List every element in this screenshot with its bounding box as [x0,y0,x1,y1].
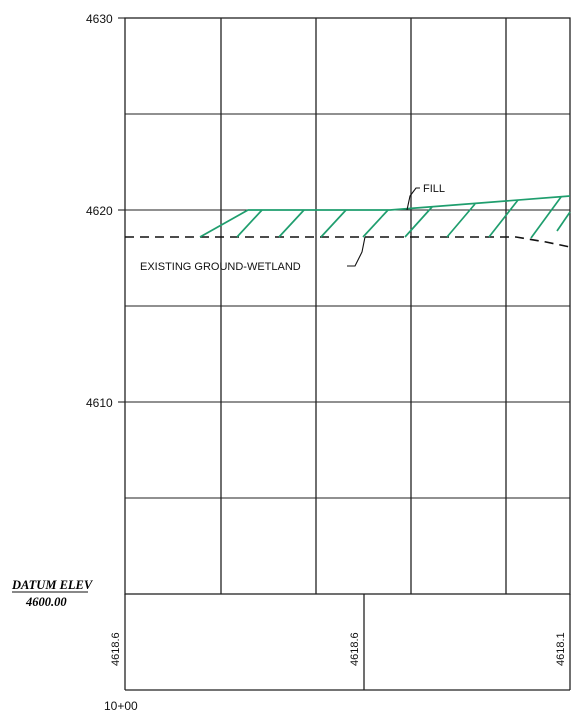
fill-note: FILL [423,183,445,195]
fill-area [199,195,571,239]
datum-value: 4600.00 [25,595,67,609]
fill-hatch [488,199,519,238]
fill-top-line [199,195,571,238]
station-label: 10+00 [104,699,138,713]
fill-leader [406,187,420,211]
elevation-label-4610: 4610 [86,396,113,410]
elevation-label-4630: 4630 [86,12,113,26]
existing-ground-line [125,236,571,248]
fill-hatch [404,206,433,238]
ground-elevation-label: 4618.1 [555,632,567,666]
existing-ground-note: EXISTING GROUND-WETLAND [140,261,301,273]
fill-hatch [362,209,389,238]
elevation-label-4620: 4620 [86,204,113,218]
fill-hatch [530,196,562,239]
datum-label: DATUM ELEV [11,578,94,592]
fill-hatch [278,209,305,238]
ground-elevation-label: 4618.6 [349,632,361,666]
elevation-band [124,594,571,691]
fill-hatch [446,203,476,238]
existing-ground-leader [347,236,366,267]
fill-hatch [320,209,347,238]
profile-grid [118,17,571,595]
ground-elevation-label: 4618.6 [110,632,122,666]
fill-hatch [556,211,571,232]
fill-hatch [236,209,263,238]
